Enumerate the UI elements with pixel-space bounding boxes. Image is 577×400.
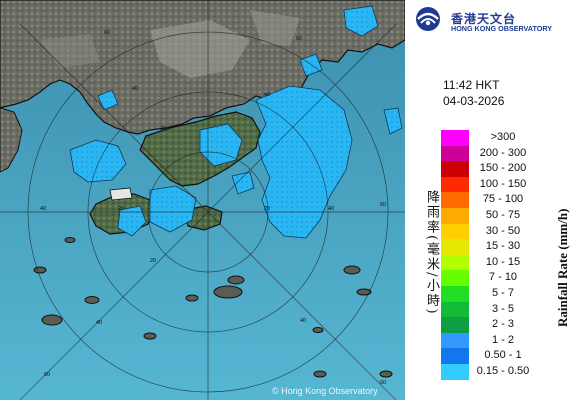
- ring-label: 40: [264, 92, 270, 98]
- legend-label: 5 - 7: [491, 286, 514, 299]
- legend-row: >300: [441, 130, 515, 146]
- hko-emblem-icon: [416, 7, 440, 31]
- legend-swatch: [441, 130, 469, 146]
- legend-swatch: [441, 239, 469, 255]
- legend-label: >300: [490, 131, 516, 143]
- ring-label: 20: [150, 258, 156, 264]
- ring-label: 40: [40, 206, 46, 212]
- legend-label: 75 - 100: [482, 193, 524, 206]
- legend-label: 200 - 300: [479, 146, 527, 159]
- range-ring-labels: 60 40 20 40 60 40 20 20 40 20 40 60 40 6…: [40, 30, 386, 386]
- legend-title-zh: 降雨率(毫米/小時): [424, 190, 439, 316]
- ring-label: 60: [380, 380, 386, 386]
- info-panel: 香港天文台 HONG KONG OBSERVATORY 11:42 HKT 04…: [405, 0, 577, 400]
- legend-swatch: [441, 270, 469, 286]
- legend-row: 100 - 150: [441, 176, 526, 193]
- legend-label: 2 - 3: [491, 318, 514, 331]
- legend-row: 2 - 3: [441, 317, 514, 333]
- legend-row: 5 - 7: [441, 285, 514, 302]
- legend-label: 0.15 - 0.50: [476, 364, 530, 377]
- mountain-area: [40, 34, 100, 68]
- legend-label: 0.50 - 1: [484, 349, 522, 362]
- legend-row: 3 - 5: [441, 301, 514, 318]
- legend-label: 1 - 2: [491, 333, 514, 346]
- legend-label: 50 - 75: [485, 208, 521, 221]
- ring-label: 40: [328, 206, 334, 212]
- legend-swatch: [441, 332, 469, 349]
- observation-time: 11:42 HKT: [443, 78, 500, 92]
- copyright-notice: © Hong Kong Observatory: [272, 386, 378, 396]
- legend-label: 3 - 5: [491, 302, 514, 315]
- ring-label: 20: [264, 206, 270, 212]
- legend-row: 10 - 15: [441, 254, 520, 271]
- legend-row: 15 - 30: [441, 239, 520, 255]
- legend-row: 50 - 75: [441, 207, 520, 224]
- outlying-islands: [33, 237, 393, 378]
- logo-text-en: HONG KONG OBSERVATORY: [451, 24, 553, 33]
- legend-swatch: [441, 363, 469, 380]
- legend-row: 200 - 300: [441, 145, 526, 162]
- airport: [109, 187, 133, 201]
- legend-swatch: [441, 145, 469, 162]
- legend-row: 1 - 2: [441, 332, 514, 349]
- legend-row: 0.15 - 0.50: [441, 363, 529, 380]
- legend-row: 0.50 - 1: [441, 348, 522, 364]
- ring-label: 40: [132, 86, 138, 92]
- mountain-area: [150, 20, 250, 78]
- legend-label: 10 - 15: [485, 255, 521, 268]
- ring-label: 20: [118, 206, 124, 212]
- legend-swatch: [441, 161, 469, 177]
- ring-label: 60: [380, 202, 386, 208]
- legend-label: 30 - 50: [485, 224, 521, 237]
- legend-label: 15 - 30: [485, 240, 521, 253]
- legend-row: 30 - 50: [441, 223, 520, 240]
- legend-label: 7 - 10: [488, 271, 518, 284]
- legend-swatch: [441, 285, 469, 302]
- legend-swatch: [441, 223, 469, 240]
- ring-label: 60: [44, 372, 50, 378]
- rainfall-legend: >300 200 - 300 150 - 200 100 - 150 75 - …: [441, 130, 529, 380]
- ring-label: 20: [160, 126, 166, 132]
- observation-date: 04-03-2026: [443, 94, 505, 108]
- ring-label: 40: [300, 318, 306, 324]
- legend-row: 75 - 100: [441, 192, 523, 208]
- legend-swatch: [441, 192, 469, 208]
- hko-logo[interactable]: 香港天文台 HONG KONG OBSERVATORY: [415, 6, 575, 34]
- legend-swatch: [441, 348, 469, 364]
- legend-row: 7 - 10: [441, 270, 517, 286]
- west-land: [0, 107, 23, 173]
- range-rings: [0, 0, 405, 400]
- radar-map[interactable]: 60 40 20 40 60 40 20 20 40 20 40 60 40 6…: [0, 0, 405, 400]
- legend-swatch: [441, 301, 469, 318]
- legend-swatch: [441, 254, 469, 271]
- legend-row: 150 - 200: [441, 161, 526, 177]
- ring-label: 40: [96, 320, 102, 326]
- legend-swatch: [441, 176, 469, 193]
- legend-swatch: [441, 317, 469, 333]
- ring-label: 60: [104, 30, 110, 36]
- legend-swatch: [441, 207, 469, 224]
- mountain-area: [250, 10, 300, 46]
- ring-label: 60: [296, 36, 302, 42]
- legend-title-en: Rainfall Rate (mm/h): [555, 208, 570, 328]
- legend-label: 100 - 150: [479, 177, 527, 190]
- legend-label: 150 - 200: [479, 162, 527, 175]
- logo-text-zh: 香港天文台: [451, 12, 517, 26]
- rain-echoes: [69, 5, 403, 239]
